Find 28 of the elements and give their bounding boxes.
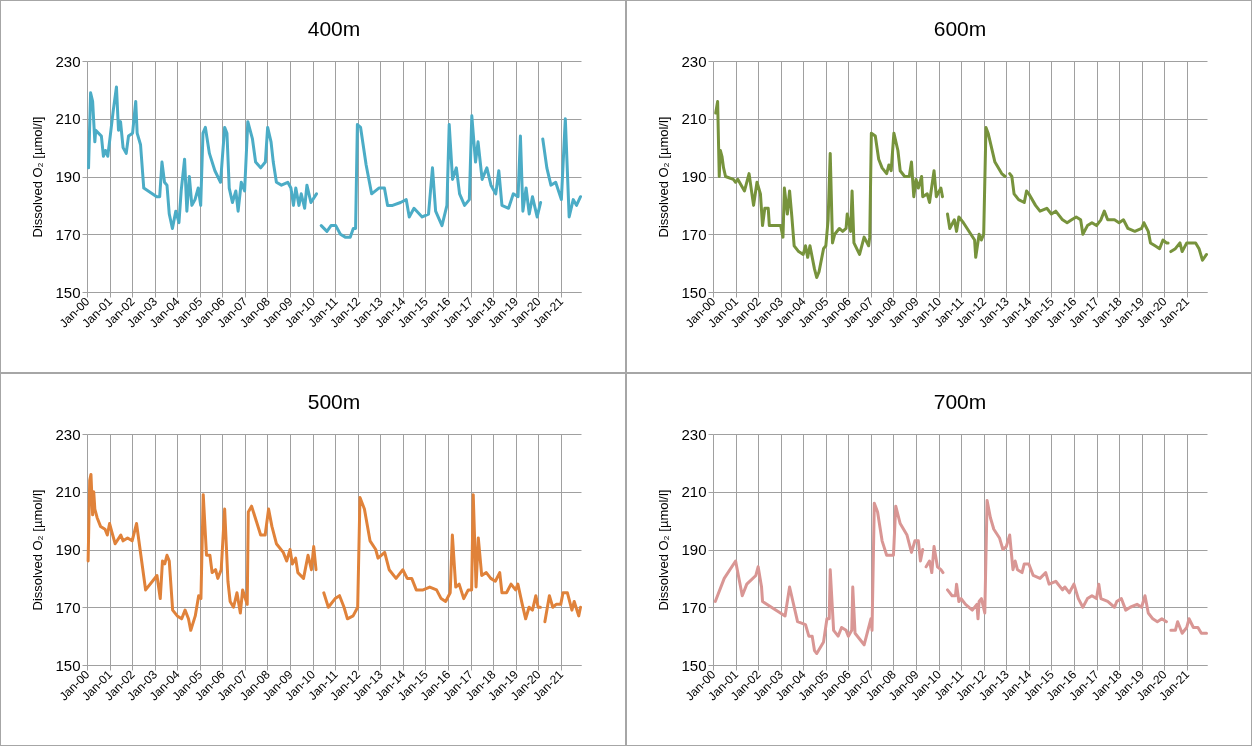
y-tick-label: 230 — [681, 52, 707, 70]
y-tick-label: 150 — [55, 283, 81, 301]
y-axis-title: Dissolved O₂ [µmol/l] — [30, 116, 46, 238]
y-tick-label: 150 — [681, 656, 707, 674]
chart-title: 500m — [307, 390, 361, 413]
y-tick-label: 190 — [55, 541, 81, 558]
y-tick-label: 230 — [681, 425, 707, 443]
y-tick-label: 170 — [681, 225, 707, 243]
y-tick-label: 150 — [681, 283, 707, 301]
y-tick-label: 170 — [681, 598, 707, 616]
y-axis-title: Dissolved O₂ [µmol/l] — [30, 489, 46, 611]
y-tick-label: 210 — [55, 483, 81, 501]
y-axis-title: Dissolved O₂ [µmol/l] — [656, 489, 672, 611]
y-tick-label: 190 — [55, 168, 81, 185]
y-tick-label: 190 — [681, 541, 707, 558]
chart-title: 600m — [933, 17, 987, 40]
y-tick-label: 190 — [681, 168, 707, 185]
y-tick-label: 150 — [55, 656, 81, 674]
y-axis-title: Dissolved O₂ [µmol/l] — [656, 116, 672, 238]
y-tick-label: 210 — [55, 110, 81, 128]
chart-title: 400m — [307, 17, 361, 40]
y-tick-label: 230 — [55, 425, 81, 443]
y-tick-label: 230 — [55, 52, 81, 70]
y-tick-label: 170 — [55, 598, 81, 616]
y-tick-label: 210 — [681, 110, 707, 128]
y-tick-label: 170 — [55, 225, 81, 243]
chart-title: 700m — [933, 390, 987, 413]
y-tick-label: 210 — [681, 483, 707, 501]
